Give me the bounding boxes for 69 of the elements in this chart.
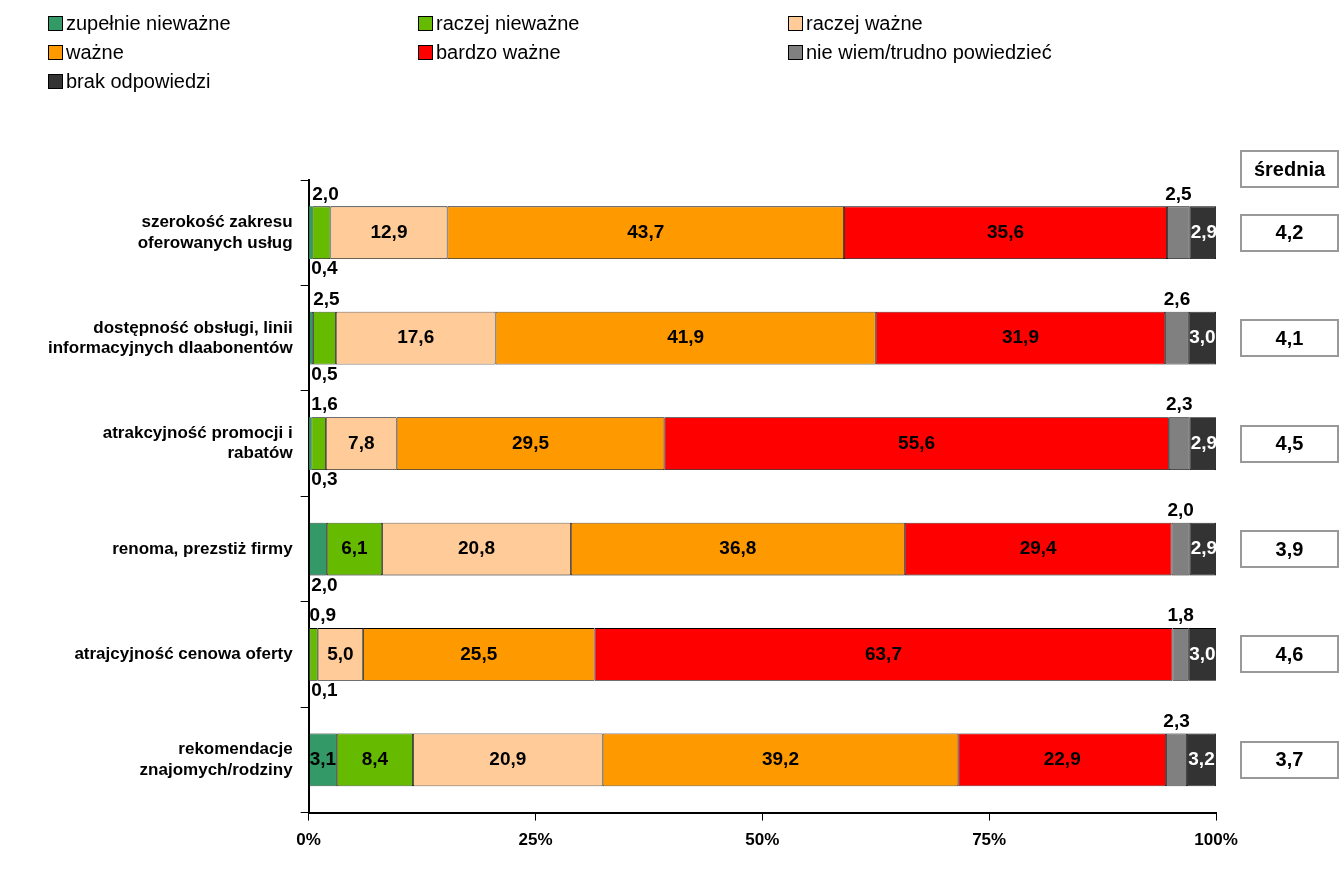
data-label: 43,7 <box>627 220 665 242</box>
x-tick-label: 50% <box>745 830 780 850</box>
data-label: 3,0 <box>1189 326 1216 348</box>
data-label: 0,9 <box>309 604 336 626</box>
data-label: 7,8 <box>348 431 375 453</box>
data-label: 3,1 <box>309 748 337 770</box>
x-tick-label: 25% <box>518 830 553 850</box>
data-label: 2,9 <box>1190 537 1218 559</box>
data-label: 31,9 <box>1001 326 1039 348</box>
data-label: 39,2 <box>761 748 799 770</box>
y-tick-label: atrajcyjność cenowa oferty <box>74 644 294 664</box>
text: 4,2 <box>1240 213 1339 252</box>
x-tick-label: 100% <box>1194 830 1238 850</box>
data-label: 17,6 <box>397 326 435 348</box>
y-tick-label: atrakcyjność promocji i rabatów <box>102 423 294 463</box>
y-tick-label: rekomendacje znajomych/rodziny <box>139 739 294 779</box>
data-label: 5,0 <box>327 642 354 664</box>
data-label: 2,9 <box>1190 220 1218 242</box>
legend-label: nie wiem/trudno powiedzieć <box>806 41 1052 64</box>
data-label: 25,5 <box>460 642 498 664</box>
data-label: 0,1 <box>311 679 338 701</box>
data-label: 2,0 <box>311 573 338 595</box>
legend-label: bardzo ważne <box>436 41 561 64</box>
data-label: 55,6 <box>898 431 936 453</box>
text: 4,6 <box>1240 635 1339 674</box>
text: 4,5 <box>1240 424 1339 463</box>
data-label: 0,4 <box>311 257 338 279</box>
bar <box>309 206 313 260</box>
data-label: 2,6 <box>1163 288 1191 310</box>
data-label: 2,5 <box>1165 182 1192 204</box>
data-label: 0,3 <box>311 468 338 490</box>
data-label: 6,1 <box>341 537 369 559</box>
text: 4,1 <box>1240 319 1339 358</box>
data-label: 1,6 <box>311 393 338 415</box>
data-label: 41,9 <box>667 326 705 348</box>
bar <box>309 417 312 470</box>
legend-label: ważne <box>66 41 124 64</box>
legend-label: raczej ważne <box>806 12 923 35</box>
data-label: 2,3 <box>1163 709 1190 731</box>
data-label: 20,8 <box>458 537 495 559</box>
data-label: 2,3 <box>1166 393 1193 415</box>
text: średnia <box>1240 150 1339 188</box>
x-tick-label: 75% <box>972 830 1007 850</box>
data-label: 2,9 <box>1190 431 1218 453</box>
data-label: 3,2 <box>1188 748 1215 770</box>
data-label: 2,5 <box>313 288 341 310</box>
legend-label: raczej nieważne <box>436 12 580 35</box>
data-label: 20,9 <box>489 748 527 770</box>
data-label: 8,4 <box>361 748 389 770</box>
data-label: 1,8 <box>1167 604 1194 626</box>
legend-label: zupełnie nieważne <box>66 12 231 35</box>
data-label: 29,5 <box>512 431 550 453</box>
legend-label: brak odpowiedzi <box>66 70 211 93</box>
data-label: 35,6 <box>987 220 1024 242</box>
x-tick-label: 0% <box>296 830 321 850</box>
data-label: 2,0 <box>1167 498 1194 520</box>
data-label: 29,4 <box>1019 537 1058 559</box>
data-label: 0,5 <box>311 362 338 384</box>
text: 3,7 <box>1240 740 1339 779</box>
y-tick-label: renoma, prezstiż firmy <box>112 538 294 558</box>
y-tick-label: dostępność obsługi, linii informacyjnych dlaabonentów <box>47 317 294 358</box>
data-label: 22,9 <box>1043 748 1081 770</box>
text: 3,9 <box>1240 530 1339 569</box>
data-label: 3,0 <box>1189 642 1216 664</box>
data-label: 63,7 <box>864 642 902 664</box>
y-tick-label: szerokość zakresu oferowanych usług <box>137 212 293 252</box>
data-label: 12,9 <box>370 220 408 242</box>
data-label: 36,8 <box>719 537 757 559</box>
data-label: 2,0 <box>312 182 339 204</box>
